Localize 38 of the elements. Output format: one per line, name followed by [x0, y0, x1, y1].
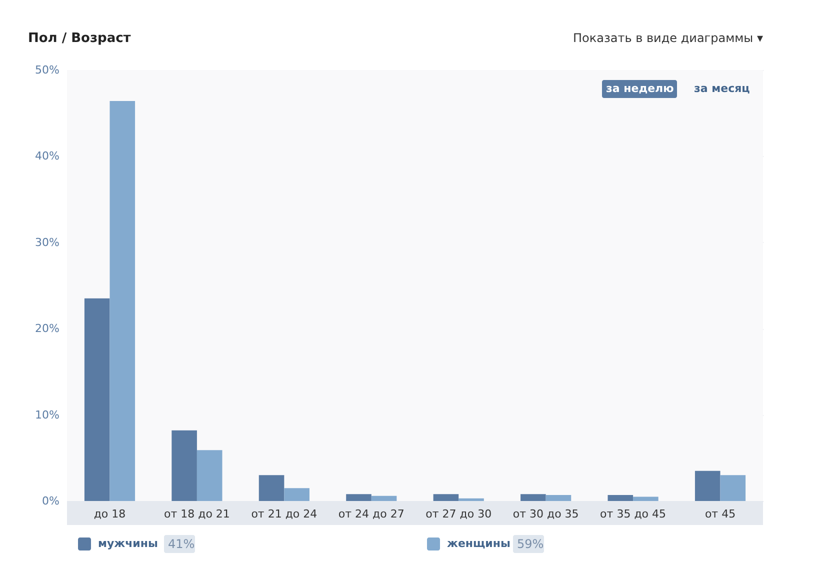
bar [546, 494, 572, 501]
text: 59% [517, 537, 544, 551]
y-tick-label: 30% [35, 236, 60, 249]
y-tick-label: 10% [35, 408, 60, 422]
y-tick-label: 40% [35, 150, 60, 163]
bar [284, 488, 310, 501]
text: 41% [168, 537, 195, 551]
x-tick-label: от 35 до 45 [600, 508, 666, 520]
x-tick-label: от 21 до 24 [251, 508, 318, 520]
chart-title: Пол / Возраст [28, 31, 132, 46]
x-tick-label: от 18 до 21 [164, 508, 230, 520]
bar [196, 450, 222, 501]
annotation: за неделю [606, 82, 674, 95]
bar [346, 494, 372, 501]
bar [433, 494, 459, 501]
legend-label: мужчины [98, 537, 158, 550]
bar [720, 475, 746, 501]
legend-label: женщины [447, 537, 510, 550]
bar [694, 470, 720, 501]
bar [608, 494, 634, 501]
bar [258, 475, 284, 501]
y-tick-label: 20% [35, 322, 60, 336]
x-tick-label: до 18 [94, 508, 126, 520]
bar [84, 298, 110, 501]
bar [371, 496, 397, 501]
bar [633, 496, 658, 501]
y-tick-label: 0% [42, 494, 60, 508]
y-tick-label: 50% [35, 64, 60, 76]
bar [520, 494, 546, 501]
x-tick-label: от 27 до 30 [426, 508, 492, 520]
x-tick-label: от 45 [704, 508, 736, 520]
bar [458, 498, 484, 501]
annotation: за месяц [694, 82, 750, 95]
bar [172, 430, 197, 501]
x-tick-label: от 30 до 35 [512, 508, 579, 520]
text: Показать в виде диаграммы ▾ [573, 31, 763, 45]
x-tick-label: от 24 до 27 [338, 508, 404, 520]
bar [110, 101, 136, 501]
